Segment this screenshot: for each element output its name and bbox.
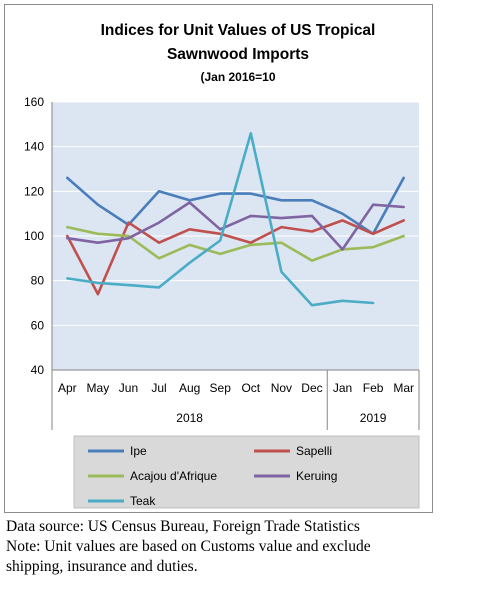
- legend-label-keruing: Keruing: [296, 469, 337, 483]
- chart-title-line-2: Sawnwood Imports: [167, 46, 309, 63]
- y-tick-label: 120: [24, 184, 44, 198]
- y-tick-label: 100: [24, 229, 44, 243]
- x-tick-label: Nov: [271, 381, 292, 395]
- chart-title-line-1: Indices for Unit Values of US Tropical: [101, 22, 376, 39]
- y-tick-label: 80: [31, 274, 45, 288]
- y-tick-label: 60: [31, 318, 45, 332]
- x-tick-label: Apr: [58, 381, 77, 395]
- series-line-ipe: [65, 176, 406, 236]
- footnote-source: Data source: US Census Bureau, Foreign T…: [6, 518, 360, 535]
- y-tick-label: 160: [24, 95, 44, 109]
- legend: Ipe Sapelli Acajou d'Afrique Keruing Teak: [73, 435, 420, 509]
- line-chart: Indices for Unit Values of US Tropical S…: [4, 4, 433, 513]
- footnote-note-line-1: Note: Unit values are based on Customs v…: [6, 538, 371, 555]
- chart-subtitle: (Jan 2016=10: [200, 70, 275, 84]
- series-line-teak: [65, 132, 375, 307]
- y-axis: 40 60 80 100 120 140 160: [24, 95, 44, 377]
- legend-label-teak: Teak: [130, 494, 156, 508]
- x-tick-label: Jan: [333, 381, 352, 395]
- x-tick-label: Mar: [393, 381, 414, 395]
- gridlines: [52, 101, 419, 371]
- y-tick-label: 140: [24, 140, 44, 154]
- x-tick-label: Oct: [241, 381, 260, 395]
- legend-label-acajou-d-afrique: Acajou d'Afrique: [130, 469, 217, 483]
- legend-box: [73, 435, 420, 509]
- x-axis: Apr May Jun Jul Aug Sep Oct Nov Dec Jan Feb Mar 2018…: [51, 102, 420, 430]
- series-line-acajou-d-afrique: [65, 225, 406, 262]
- chart-frame: Indices for Unit Values of US Tropical S…: [4, 4, 433, 513]
- x-tick-label: Jul: [151, 381, 166, 395]
- x-tick-label: May: [87, 381, 110, 395]
- series-line-keruing: [65, 201, 406, 251]
- x-tick-label: Feb: [363, 381, 384, 395]
- x-tick-label: Aug: [179, 381, 200, 395]
- x-tick-label: Dec: [301, 381, 322, 395]
- x-tick-label: Jun: [119, 381, 138, 395]
- year-group-label: 2019: [360, 411, 387, 425]
- year-group-label: 2018: [176, 411, 203, 425]
- legend-label-sapelli: Sapelli: [296, 444, 332, 458]
- series-group: [65, 132, 406, 307]
- legend-label-ipe: Ipe: [130, 444, 147, 458]
- y-tick-label: 40: [31, 363, 45, 377]
- x-tick-label: Sep: [210, 381, 232, 395]
- footnote-note-line-2: shipping, insurance and duties.: [6, 558, 198, 575]
